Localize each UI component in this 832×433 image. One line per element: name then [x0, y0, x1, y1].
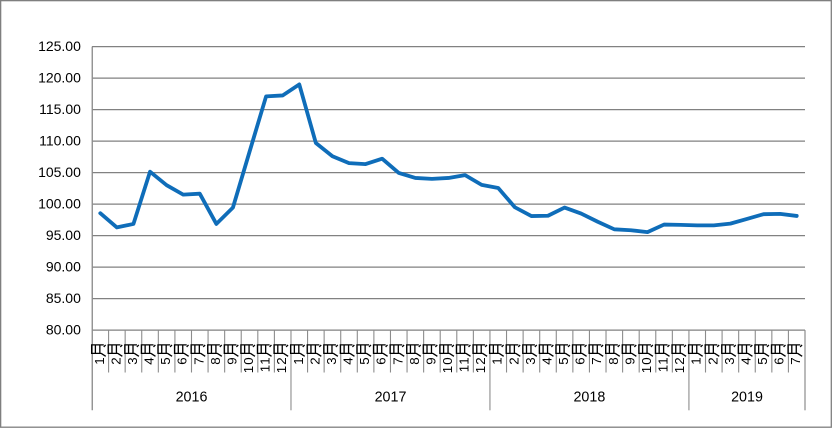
svg-text:85.00: 85.00 [46, 290, 81, 306]
svg-text:6: 6 [772, 356, 787, 365]
svg-text:12: 12 [274, 356, 289, 373]
svg-text:105.00: 105.00 [38, 164, 81, 180]
svg-text:115.00: 115.00 [39, 101, 81, 117]
svg-text:2: 2 [705, 356, 720, 365]
svg-text:1: 1 [490, 356, 505, 365]
svg-text:5: 5 [556, 356, 571, 365]
svg-text:80.00: 80.00 [46, 321, 81, 337]
svg-text:120.00: 120.00 [38, 69, 81, 85]
svg-text:10: 10 [440, 356, 455, 373]
svg-text:4: 4 [142, 356, 157, 365]
svg-text:11: 11 [258, 356, 273, 372]
svg-text:1: 1 [92, 356, 107, 365]
svg-text:5: 5 [357, 356, 372, 365]
svg-text:2019: 2019 [731, 390, 763, 406]
svg-text:11: 11 [457, 356, 472, 372]
svg-text:11: 11 [656, 356, 671, 372]
svg-text:5: 5 [755, 356, 770, 365]
svg-text:4: 4 [539, 356, 554, 365]
svg-text:4: 4 [341, 356, 356, 365]
svg-text:1: 1 [291, 356, 306, 365]
svg-text:12: 12 [672, 356, 687, 373]
svg-text:7: 7 [191, 356, 206, 365]
svg-text:2017: 2017 [375, 390, 407, 406]
svg-text:3: 3 [722, 356, 737, 365]
svg-text:3: 3 [125, 356, 140, 365]
svg-text:6: 6 [175, 356, 190, 365]
svg-text:5: 5 [158, 356, 173, 365]
svg-text:7: 7 [390, 356, 405, 365]
svg-text:8: 8 [606, 356, 621, 365]
svg-text:2: 2 [506, 356, 521, 365]
svg-text:90.00: 90.00 [46, 258, 81, 274]
svg-text:10: 10 [241, 356, 256, 373]
svg-text:2018: 2018 [573, 390, 605, 406]
svg-text:2: 2 [307, 356, 322, 365]
svg-text:10: 10 [639, 356, 654, 373]
svg-text:9: 9 [224, 356, 239, 365]
svg-text:7: 7 [788, 356, 803, 365]
svg-text:8: 8 [208, 356, 223, 365]
svg-text:3: 3 [523, 356, 538, 365]
svg-text:1: 1 [689, 356, 704, 365]
svg-text:95.00: 95.00 [46, 227, 81, 243]
svg-text:4: 4 [738, 356, 753, 365]
svg-text:125.00: 125.00 [38, 38, 81, 54]
svg-text:7: 7 [589, 356, 604, 365]
svg-text:12: 12 [473, 356, 488, 373]
svg-text:110.00: 110.00 [39, 132, 81, 148]
svg-text:2016: 2016 [176, 390, 208, 406]
svg-text:8: 8 [407, 356, 422, 365]
svg-text:100.00: 100.00 [38, 195, 81, 211]
svg-text:3: 3 [324, 356, 339, 365]
svg-text:9: 9 [622, 356, 637, 365]
svg-text:9: 9 [423, 356, 438, 365]
svg-text:6: 6 [573, 356, 588, 365]
svg-text:6: 6 [374, 356, 389, 365]
svg-text:2: 2 [108, 356, 123, 365]
